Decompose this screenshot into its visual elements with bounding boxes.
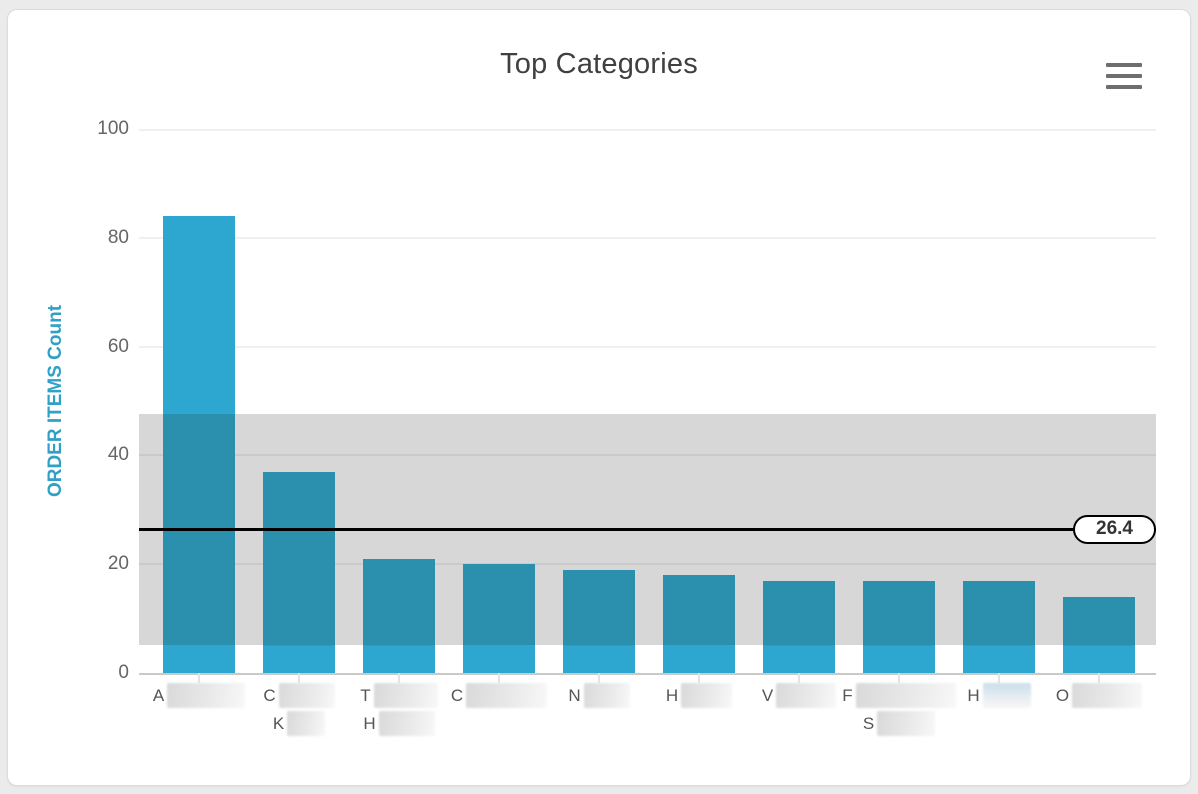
x-tick (698, 673, 700, 683)
redaction-box (583, 683, 630, 708)
bar-category-8[interactable] (863, 580, 935, 673)
category-label-text: H (665, 685, 679, 705)
x-tick (298, 673, 300, 683)
category-label-text: K (272, 713, 285, 733)
category-label-text: C (450, 685, 464, 705)
gridline (139, 129, 1156, 131)
chart-card: Top Categories ORDER ITEMS Count 0 20 40 60… (7, 9, 1191, 786)
gridline (139, 563, 1156, 566)
average-plot-line (139, 527, 1156, 531)
x-tick (1098, 673, 1100, 683)
category-label-text: T (360, 685, 371, 705)
x-category-label-6: H (614, 682, 784, 710)
y-axis-title: ORDER ITEMS Count (45, 304, 66, 498)
x-category-label-1: A (114, 682, 284, 710)
redaction-box (681, 683, 733, 708)
x-tick (498, 673, 500, 683)
redaction-box (466, 683, 548, 708)
category-label-text: A (152, 685, 165, 705)
y-tick-label: 0 (118, 662, 129, 683)
bar-category-6[interactable] (663, 575, 735, 673)
y-tick-label: 40 (107, 444, 129, 466)
redaction-box (776, 683, 837, 708)
x-axis-line (139, 673, 1156, 675)
hamburger-bar (1106, 74, 1142, 78)
redaction-box (287, 711, 326, 736)
x-tick (598, 673, 600, 683)
x-tick (998, 673, 1000, 683)
y-tick-label: 20 (107, 553, 129, 575)
bar-category-2[interactable] (263, 471, 335, 673)
y-tick-label: 60 (107, 335, 129, 357)
redaction-box (373, 683, 438, 708)
x-tick (798, 673, 800, 683)
hamburger-menu-icon[interactable] (1106, 61, 1144, 91)
redaction-box (167, 683, 246, 708)
hamburger-bar (1106, 85, 1142, 89)
plot-line-value-badge: 26.4 (1073, 514, 1156, 544)
category-label-text: C (263, 685, 276, 705)
redaction-box (378, 711, 435, 736)
redaction-box (877, 711, 936, 736)
gridline (139, 236, 1156, 239)
x-tick (198, 673, 200, 683)
redaction-box (982, 683, 1031, 708)
x-category-label-7: V (714, 682, 884, 710)
category-label-text: O (1055, 685, 1070, 705)
redaction-box (278, 683, 335, 708)
category-label-text: F (842, 685, 853, 705)
x-category-label-5: N (514, 682, 684, 710)
hamburger-bar (1106, 63, 1142, 67)
category-label-text: N (568, 685, 581, 705)
category-label-text: H (967, 685, 980, 705)
category-label-text: S (862, 713, 875, 733)
redaction-box (1072, 683, 1143, 708)
x-category-label-9: H (914, 682, 1084, 710)
x-category-label-4: C (414, 682, 584, 710)
x-tick (398, 673, 400, 683)
plot-area: 26.4 (139, 129, 1156, 673)
bar-category-9[interactable] (963, 580, 1035, 673)
category-label-text: V (761, 685, 774, 705)
gridline (139, 345, 1156, 348)
bar-category-1[interactable] (163, 216, 235, 673)
redaction-box (855, 683, 956, 708)
chart-title: Top Categories (500, 48, 698, 80)
gridline (139, 454, 1156, 457)
bar-category-3[interactable] (363, 558, 435, 673)
bar-category-4[interactable] (463, 564, 535, 673)
bar-category-10[interactable] (1063, 596, 1135, 673)
bar-category-5[interactable] (563, 569, 635, 673)
y-tick-label: 80 (107, 226, 129, 248)
category-label-text: H (363, 713, 376, 733)
x-category-label-10: O (1014, 682, 1184, 710)
x-tick (898, 673, 900, 683)
y-tick-label: 100 (97, 118, 129, 139)
bar-category-7[interactable] (763, 580, 835, 673)
